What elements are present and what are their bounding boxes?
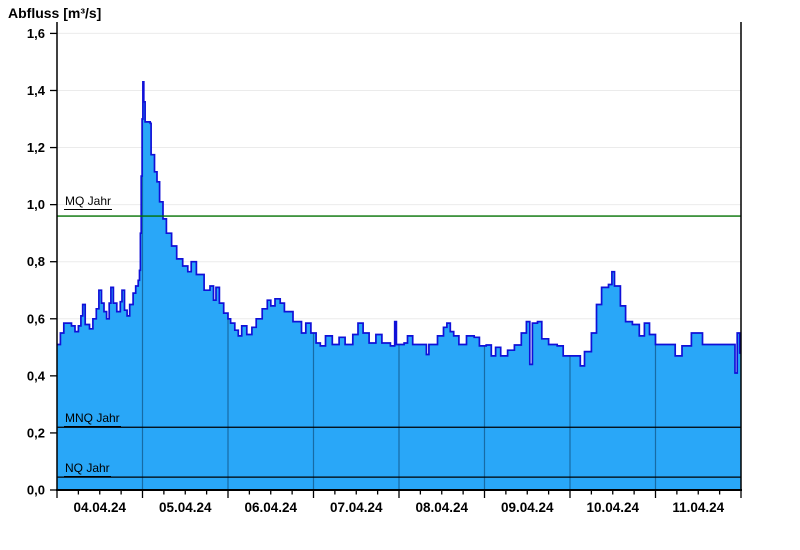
ref-label-mnq-jahr: MNQ Jahr xyxy=(64,411,121,428)
y-tick-label: 0,4 xyxy=(27,368,46,383)
y-tick-label: 1,0 xyxy=(27,197,45,212)
x-tick-label: 11.04.24 xyxy=(672,500,724,515)
discharge-step-line xyxy=(57,81,741,374)
y-tick-label: 0,6 xyxy=(27,311,45,326)
ref-label-nq-jahr: NQ Jahr xyxy=(64,461,111,478)
y-tick-label: 0,0 xyxy=(27,483,45,498)
x-tick-label: 09.04.24 xyxy=(501,500,554,515)
chart-title: Abfluss [m³/s] xyxy=(8,5,102,21)
y-tick-label: 1,2 xyxy=(27,140,45,155)
x-tick-label: 07.04.24 xyxy=(330,500,383,515)
ref-label-mq-jahr: MQ Jahr xyxy=(64,194,113,211)
x-tick-label: 05.04.24 xyxy=(159,500,212,515)
y-tick-label: 1,4 xyxy=(27,83,46,98)
discharge-area xyxy=(57,81,741,491)
y-tick-label: 0,8 xyxy=(27,254,45,269)
x-tick-label: 06.04.24 xyxy=(244,500,297,515)
x-tick-label: 10.04.24 xyxy=(586,500,639,515)
y-tick-label: 1,6 xyxy=(27,26,45,41)
y-tick-label: 0,2 xyxy=(27,425,45,440)
x-tick-label: 08.04.24 xyxy=(415,500,468,515)
x-tick-label: 04.04.24 xyxy=(73,500,126,515)
